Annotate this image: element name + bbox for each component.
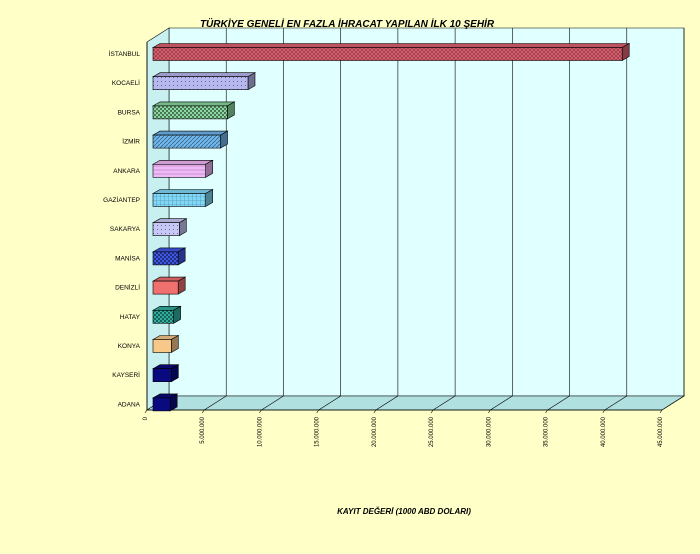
gridline-floor (604, 395, 627, 411)
x-tick-label: 10.000.000 (257, 416, 263, 447)
bar-6 (151, 218, 188, 237)
tick-mark (144, 409, 148, 414)
bar-5 (151, 188, 214, 208)
category-labels: İSTANBUL KOCAELİ BURSA İZMİR ANKARA GAZİANTEP… (103, 49, 141, 408)
bar-front (152, 193, 206, 207)
tick-mark (316, 409, 319, 414)
category-label: ANKARA (113, 168, 140, 175)
bar-front (152, 280, 179, 295)
gridline-floor (432, 395, 456, 411)
bar-top (151, 130, 229, 136)
bar-front (152, 339, 172, 353)
category-label: BURSA (118, 109, 141, 116)
gridline-floor (547, 395, 570, 411)
bar-top (151, 101, 236, 107)
gridline-floor (261, 395, 284, 411)
bar-1 (151, 72, 257, 91)
gridlines (204, 28, 685, 411)
tick-mark (259, 409, 262, 414)
tick-mark (488, 409, 491, 414)
bar-0 (151, 42, 631, 62)
x-tick-label: 25.000.000 (429, 416, 435, 447)
gridline-floor (375, 395, 399, 411)
category-label: GAZİANTEP (103, 195, 140, 204)
x-tick-label: 35.000.000 (544, 416, 550, 447)
plot-floor (145, 395, 686, 411)
bar-front (152, 47, 623, 61)
tick-mark (545, 409, 548, 414)
tick-mark (373, 409, 377, 414)
x-tick-label: 30.000.000 (486, 416, 492, 447)
bar-front (152, 251, 179, 266)
x-tick-label: 0 (143, 416, 149, 420)
category-label: KOCAELİ (112, 78, 140, 87)
tick-mark (430, 409, 434, 414)
bar-front (152, 397, 171, 412)
bar-8 (151, 276, 187, 295)
bar-top (151, 72, 257, 77)
bar-front (152, 164, 206, 178)
category-label: HATAY (120, 314, 141, 321)
x-tick-label: 40.000.000 (601, 416, 607, 447)
x-tick-label: 15.000.000 (315, 416, 321, 447)
tick-mark (602, 409, 606, 414)
bars (151, 42, 631, 412)
category-label: İZMİR (122, 137, 140, 146)
bar-top (151, 160, 214, 165)
x-tick-label: 20.000.000 (372, 416, 378, 447)
bar-3 (151, 130, 229, 149)
category-label: MANİSA (115, 253, 141, 262)
bar-11 (151, 364, 180, 383)
bar-10 (151, 334, 180, 354)
bar-2 (151, 101, 236, 120)
gridline-floor (318, 395, 341, 411)
bar-top (151, 43, 631, 48)
chart-title: TÜRKİYE GENELİ EN FAZLA İHRACAT YAPILAN … (200, 17, 495, 30)
category-label: KAYSERİ (112, 370, 140, 379)
x-tick-label: 5.000.000 (200, 416, 206, 443)
bar-4 (151, 159, 214, 178)
tick-mark (659, 409, 663, 414)
x-tick-label: 45.000.000 (658, 416, 664, 447)
bar-front (152, 105, 228, 120)
bar-front (152, 134, 221, 149)
gridline-floor (490, 395, 513, 411)
bar-7 (151, 247, 187, 266)
category-label: İSTANBUL (109, 49, 141, 58)
bar-12 (151, 393, 179, 412)
bar-front (152, 222, 180, 236)
gridline-floor (204, 395, 227, 411)
axes (146, 42, 662, 411)
x-axis-label: KAYIT DEĞERİ (1000 ABD DOLARI) (337, 507, 471, 516)
x-tick-labels: 0 5.000.000 10.000.000 15.000.000 20.000.000… (143, 409, 664, 447)
bar-front (152, 76, 249, 90)
category-label: ADANA (118, 401, 141, 408)
gridline-floor (661, 395, 685, 411)
bar-front (152, 368, 172, 383)
category-label: DENİZLİ (115, 283, 140, 292)
tick-mark (201, 409, 205, 414)
bar-front (152, 309, 174, 324)
category-label: SAKARYA (110, 226, 141, 233)
bar-9 (151, 305, 182, 324)
bar-top (151, 189, 214, 194)
category-label: KONYA (118, 343, 141, 350)
